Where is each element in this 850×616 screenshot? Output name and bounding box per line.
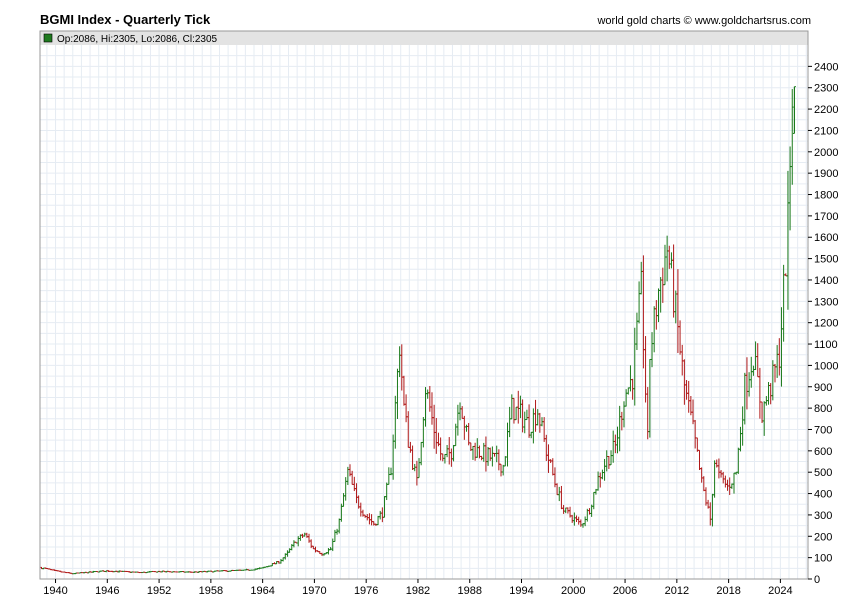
y-tick-label: 400 (814, 489, 832, 501)
y-tick-label: 2300 (814, 83, 838, 95)
y-tick-label: 0 (814, 574, 820, 586)
y-tick-label: 900 (814, 382, 832, 394)
y-tick-label: 1000 (814, 360, 838, 372)
x-tick-label: 1958 (199, 585, 223, 597)
y-tick-label: 100 (814, 553, 832, 565)
plot-background (40, 31, 808, 579)
x-tick-label: 1982 (406, 585, 430, 597)
x-tick-label: 2006 (613, 585, 637, 597)
y-axis: 0 100 200 300 400 500 600 700 800 900 1000 1100 1200… (808, 61, 838, 586)
ohlc-bars (40, 86, 796, 575)
y-tick-label: 1800 (814, 190, 838, 202)
y-tick-label: 1200 (814, 318, 838, 330)
y-tick-label: 1300 (814, 296, 838, 308)
plot-frame (39, 30, 809, 580)
chart-title: BGMI Index - Quarterly Tick (40, 12, 211, 27)
y-tick-label: 300 (814, 510, 832, 522)
y-tick-label: 2100 (814, 125, 838, 137)
y-tick-label: 1600 (814, 232, 838, 244)
y-tick-label: 2000 (814, 147, 838, 159)
x-tick-label: 2024 (768, 585, 792, 597)
y-tick-label: 1700 (814, 211, 838, 223)
x-tick-label: 2000 (561, 585, 585, 597)
x-tick-label: 1970 (302, 585, 326, 597)
x-tick-label: 2012 (665, 585, 689, 597)
y-tick-label: 700 (814, 424, 832, 436)
y-tick-label: 2200 (814, 104, 838, 116)
y-tick-label: 200 (814, 531, 832, 543)
y-tick-label: 1900 (814, 168, 838, 180)
x-tick-label: 1994 (509, 585, 533, 597)
x-tick-label: 1946 (95, 585, 119, 597)
x-tick-label: 1964 (250, 585, 274, 597)
legend-swatch (43, 33, 53, 43)
y-tick-label: 1100 (814, 339, 838, 351)
gridlines (40, 45, 808, 579)
ohlc-bar (790, 89, 794, 185)
ohlc-bar-last (792, 86, 796, 134)
x-tick-label: 2018 (716, 585, 740, 597)
y-tick-label: 800 (814, 403, 832, 415)
y-tick-label: 600 (814, 446, 832, 458)
y-tick-label: 1400 (814, 275, 838, 287)
x-tick-label: 1988 (457, 585, 481, 597)
legend-bar (40, 31, 808, 45)
x-tick-label: 1976 (354, 585, 378, 597)
legend-text: Op:2086, Hi:2305, Lo:2086, Cl:2305 (57, 34, 218, 45)
chart-credit: world gold charts © www.goldchartsrus.co… (597, 15, 811, 27)
y-tick-label: 1500 (814, 254, 838, 266)
x-axis: 1940 1946 1952 1958 1964 1970 1976 1982 1988 1994… (43, 579, 793, 597)
y-tick-label: 500 (814, 467, 832, 479)
y-tick-label: 2400 (814, 61, 838, 73)
x-tick-label: 1940 (43, 585, 67, 597)
x-tick-label: 1952 (147, 585, 171, 597)
